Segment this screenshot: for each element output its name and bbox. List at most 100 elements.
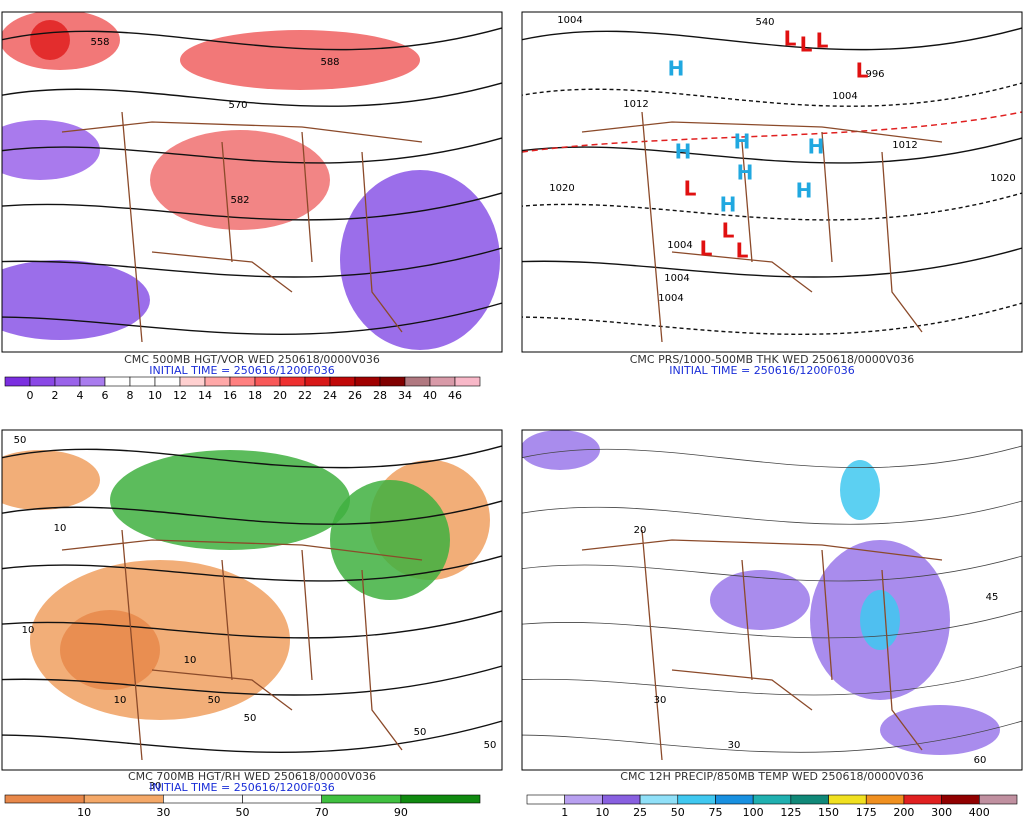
colorbar-label: 40	[423, 389, 437, 402]
colorbar-swatch	[941, 794, 980, 805]
pressure-center: H	[668, 57, 685, 81]
colorbar-swatch	[154, 376, 181, 387]
colorbar-label: 0	[27, 389, 34, 402]
pressure-center: H	[734, 130, 751, 154]
colorbar-swatch	[379, 376, 406, 387]
colorbar-swatch	[639, 794, 679, 805]
colorbar-swatch	[903, 794, 942, 805]
contour-line	[2, 27, 502, 51]
colorbar-label: 400	[969, 806, 990, 819]
contour-label: 30	[654, 695, 667, 706]
contour-line	[522, 302, 1022, 335]
panel-title: CMC 12H PRECIP/850MB TEMP WED 250618/000…	[620, 770, 923, 783]
contour-label: 1004	[557, 15, 582, 26]
colorbar-swatch	[429, 376, 456, 387]
colorbar-label: 22	[298, 389, 312, 402]
contour-label: 10	[114, 695, 127, 706]
contour-label: 1020	[990, 173, 1015, 184]
contour-line	[522, 445, 1022, 469]
shaded-area	[2, 450, 100, 510]
contour-line	[2, 665, 502, 696]
pressure-center: L	[700, 237, 713, 261]
colorbar-label: 10	[148, 389, 162, 402]
map-frame	[521, 429, 1023, 771]
panel-title: CMC 700MB HGT/RH WED 250618/0000V036	[128, 770, 376, 783]
colorbar-swatch	[163, 794, 243, 804]
contour-line	[2, 720, 502, 753]
colorbar-swatch	[865, 794, 905, 805]
colorbar-label: 300	[931, 806, 952, 819]
contour-line	[522, 555, 1022, 582]
contour-line	[2, 192, 502, 221]
colorbar-swatch	[404, 376, 431, 387]
colorbar-swatch	[526, 794, 565, 805]
colorbar-label: 150	[818, 806, 839, 819]
colorbar-swatch	[564, 794, 603, 805]
colorbar-label: 14	[198, 389, 212, 402]
contour-line	[2, 137, 502, 164]
front-line	[522, 111, 1022, 153]
contour-label: 1012	[892, 140, 917, 151]
colorbar-swatch	[329, 376, 356, 387]
colorbar-label: 24	[323, 389, 337, 402]
colorbar-swatch	[29, 376, 56, 387]
pressure-center: L	[784, 27, 797, 51]
contour-label: 996	[865, 69, 884, 80]
pressure-center: L	[856, 59, 869, 83]
contour-label: 10	[54, 523, 67, 534]
colorbar-label: 8	[127, 389, 134, 402]
colorbar-swatch	[602, 794, 641, 805]
contour-label: 540	[755, 17, 774, 28]
pressure-center: H	[675, 140, 692, 164]
colorbar-swatch	[179, 376, 206, 387]
colorbar-swatch	[979, 794, 1018, 805]
colorbar-swatch	[83, 794, 164, 804]
contour-label: 582	[230, 195, 249, 206]
country-border	[61, 529, 423, 761]
shaded-area	[2, 120, 100, 180]
contour-line	[522, 192, 1022, 221]
contour-line	[522, 82, 1022, 107]
shaded-area	[522, 430, 600, 470]
contour-label: 1004	[832, 91, 857, 102]
colorbar-swatch	[304, 376, 331, 387]
map-layer	[2, 430, 502, 770]
colorbar-label: 175	[856, 806, 877, 819]
contour-label: 60	[974, 755, 987, 766]
contour-label: 1012	[623, 99, 648, 110]
colorbar-label: 125	[780, 806, 801, 819]
contour-line	[2, 445, 502, 469]
contour-line	[2, 500, 502, 525]
colorbar-label: 1	[561, 806, 568, 819]
map-panel: 558 570 582 588 CMC 500MB HGT/VOR WED 250618…	[1, 11, 503, 402]
contour-line	[522, 500, 1022, 525]
colorbar-swatch	[752, 794, 792, 805]
contour-label: 50	[414, 727, 427, 738]
contour-line	[522, 665, 1022, 696]
contour-label: 1004	[667, 240, 692, 251]
colorbar-label: 10	[595, 806, 609, 819]
shaded-area	[840, 460, 880, 520]
map-layer	[522, 12, 1022, 352]
colorbar-label: 50	[671, 806, 685, 819]
colorbar-swatch	[677, 794, 716, 805]
pressure-center: L	[816, 29, 829, 53]
map-background	[522, 12, 1022, 352]
contour-label: 50	[244, 713, 257, 724]
contour-label: 588	[320, 57, 339, 68]
colorbar-swatch	[321, 794, 402, 804]
contour-line	[2, 302, 502, 335]
contour-label: 558	[90, 37, 109, 48]
shaded-area	[860, 590, 900, 650]
contour-label: 45	[986, 592, 999, 603]
contour-label: 20	[634, 525, 647, 536]
contour-line	[522, 610, 1022, 639]
pressure-center: H	[796, 179, 813, 203]
shaded-area	[180, 30, 420, 90]
country-border	[61, 111, 423, 343]
colorbar-label: 200	[893, 806, 914, 819]
colorbar-label: 18	[248, 389, 262, 402]
colorbar-swatch	[454, 376, 481, 387]
colorbar-label: 34	[398, 389, 412, 402]
